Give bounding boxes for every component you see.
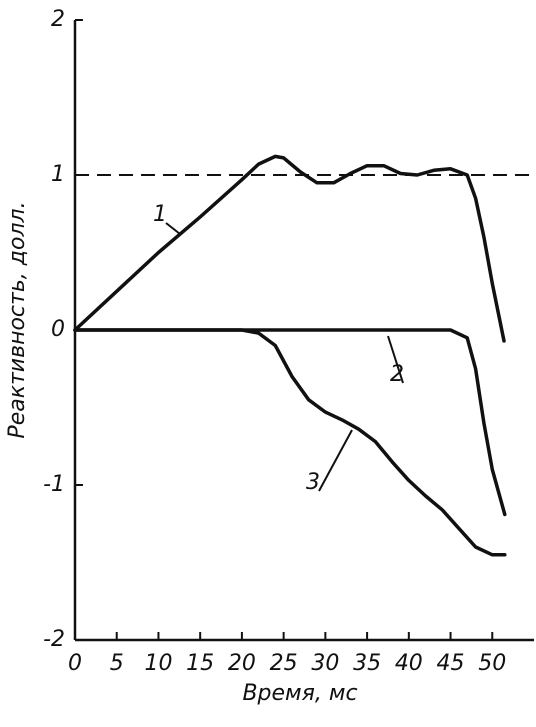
y-tick-label: 2 <box>51 7 65 32</box>
series-label: 2 <box>390 362 404 387</box>
x-tick-label: 40 <box>395 651 423 676</box>
x-tick-label: 35 <box>353 651 381 676</box>
x-axis-label: Время, мс <box>242 681 357 706</box>
y-axis-label: Реактивность, долл. <box>5 201 30 438</box>
line-series <box>73 154 506 343</box>
x-tick-label: 20 <box>228 651 256 676</box>
x-tick-label: 15 <box>186 651 214 676</box>
x-tick-label: 25 <box>270 651 298 676</box>
y-tick-label: 1 <box>51 162 65 187</box>
x-tick-label: 30 <box>311 651 339 676</box>
series-label: 1 <box>153 202 167 227</box>
y-tick-label: 0 <box>51 317 65 342</box>
y-tick-label: -2 <box>43 627 65 652</box>
x-tick-label: 45 <box>437 651 465 676</box>
label-leader <box>318 429 353 492</box>
x-tick-label: 10 <box>144 651 172 676</box>
x-tick-label: 5 <box>110 651 124 676</box>
x-tick-label: 50 <box>478 651 506 676</box>
line-series <box>73 328 507 557</box>
label-leader <box>165 222 181 235</box>
line-series <box>73 328 507 517</box>
x-tick-label: 0 <box>68 651 82 676</box>
y-tick-label: -1 <box>43 472 65 497</box>
label-leader <box>387 335 404 384</box>
series-label: 3 <box>306 470 320 495</box>
